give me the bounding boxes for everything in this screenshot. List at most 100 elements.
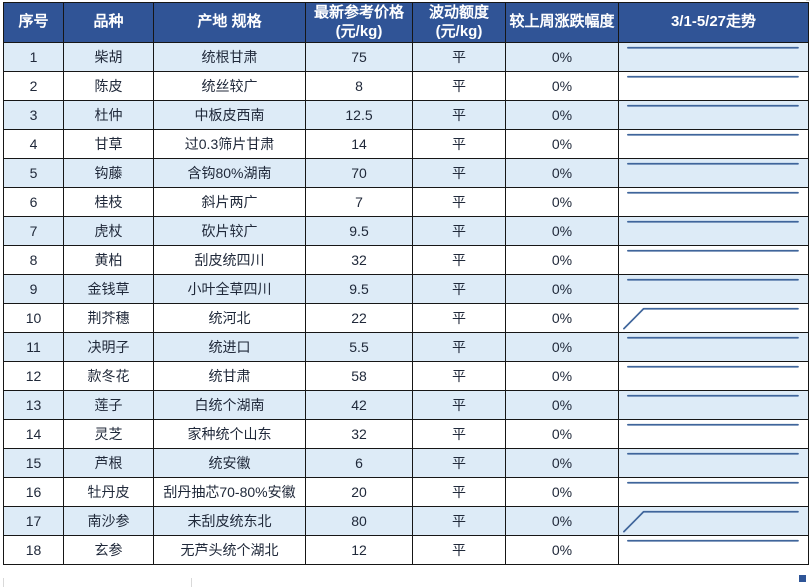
cell-variety[interactable]: 桂枝 (63, 187, 154, 217)
cell-price[interactable]: 75 (305, 42, 413, 72)
cell-origin-spec[interactable]: 统甘肃 (153, 361, 306, 391)
cell-wow-change[interactable]: 0% (505, 506, 619, 536)
cell-price[interactable]: 14 (305, 129, 413, 159)
cell-fluctuation[interactable]: 平 (412, 216, 506, 246)
cell-trend[interactable] (618, 187, 809, 217)
fill-handle[interactable] (798, 574, 806, 582)
cell-origin-spec[interactable]: 砍片较广 (153, 216, 306, 246)
cell-wow-change[interactable]: 0% (505, 71, 619, 101)
cell-wow-change[interactable]: 0% (505, 129, 619, 159)
cell-variety[interactable]: 决明子 (63, 332, 154, 362)
col-header-origin-spec[interactable]: 产地 规格 (153, 2, 306, 43)
cell-origin-spec[interactable]: 统丝较广 (153, 71, 306, 101)
cell-fluctuation[interactable]: 平 (412, 361, 506, 391)
cell-price[interactable]: 12 (305, 535, 413, 565)
cell-fluctuation[interactable]: 平 (412, 245, 506, 275)
cell-variety[interactable]: 黄柏 (63, 245, 154, 275)
cell-origin-spec[interactable]: 刮丹抽芯70-80%安徽 (153, 477, 306, 507)
cell-no[interactable]: 4 (3, 129, 64, 159)
cell-trend[interactable] (618, 158, 809, 188)
col-header-trend[interactable]: 3/1-5/27走势 (618, 2, 809, 43)
cell-trend[interactable] (618, 274, 809, 304)
cell-fluctuation[interactable]: 平 (412, 71, 506, 101)
cell-origin-spec[interactable]: 家种统个山东 (153, 419, 306, 449)
cell-origin-spec[interactable]: 统河北 (153, 303, 306, 333)
cell-wow-change[interactable]: 0% (505, 158, 619, 188)
cell-variety[interactable]: 荆芥穗 (63, 303, 154, 333)
cell-trend[interactable] (618, 332, 809, 362)
cell-variety[interactable]: 杜仲 (63, 100, 154, 130)
cell-no[interactable]: 9 (3, 274, 64, 304)
cell-trend[interactable] (618, 419, 809, 449)
cell-trend[interactable] (618, 71, 809, 101)
cell-wow-change[interactable]: 0% (505, 477, 619, 507)
cell-variety[interactable]: 玄参 (63, 535, 154, 565)
cell-fluctuation[interactable]: 平 (412, 448, 506, 478)
cell-fluctuation[interactable]: 平 (412, 506, 506, 536)
cell-price[interactable]: 22 (305, 303, 413, 333)
cell-origin-spec[interactable]: 统进口 (153, 332, 306, 362)
cell-no[interactable]: 11 (3, 332, 64, 362)
cell-wow-change[interactable]: 0% (505, 100, 619, 130)
cell-variety[interactable]: 钩藤 (63, 158, 154, 188)
cell-fluctuation[interactable]: 平 (412, 187, 506, 217)
cell-fluctuation[interactable]: 平 (412, 332, 506, 362)
cell-fluctuation[interactable]: 平 (412, 535, 506, 565)
cell-variety[interactable]: 芦根 (63, 448, 154, 478)
cell-trend[interactable] (618, 100, 809, 130)
cell-fluctuation[interactable]: 平 (412, 390, 506, 420)
cell-origin-spec[interactable]: 过0.3筛片甘肃 (153, 129, 306, 159)
cell-wow-change[interactable]: 0% (505, 274, 619, 304)
cell-no[interactable]: 3 (3, 100, 64, 130)
cell-price[interactable]: 20 (305, 477, 413, 507)
cell-fluctuation[interactable]: 平 (412, 129, 506, 159)
cell-variety[interactable]: 牡丹皮 (63, 477, 154, 507)
cell-trend[interactable] (618, 42, 809, 72)
cell-variety[interactable]: 灵芝 (63, 419, 154, 449)
cell-price[interactable]: 12.5 (305, 100, 413, 130)
cell-fluctuation[interactable]: 平 (412, 158, 506, 188)
cell-price[interactable]: 8 (305, 71, 413, 101)
cell-origin-spec[interactable]: 无芦头统个湖北 (153, 535, 306, 565)
col-header-variety[interactable]: 品种 (63, 2, 154, 43)
cell-trend[interactable] (618, 506, 809, 536)
col-header-no[interactable]: 序号 (3, 2, 64, 43)
cell-wow-change[interactable]: 0% (505, 419, 619, 449)
cell-price[interactable]: 42 (305, 390, 413, 420)
cell-wow-change[interactable]: 0% (505, 332, 619, 362)
cell-no[interactable]: 6 (3, 187, 64, 217)
cell-price[interactable]: 5.5 (305, 332, 413, 362)
cell-fluctuation[interactable]: 平 (412, 419, 506, 449)
cell-wow-change[interactable]: 0% (505, 245, 619, 275)
cell-fluctuation[interactable]: 平 (412, 100, 506, 130)
cell-price[interactable]: 80 (305, 506, 413, 536)
cell-variety[interactable]: 陈皮 (63, 71, 154, 101)
cell-wow-change[interactable]: 0% (505, 303, 619, 333)
cell-variety[interactable]: 柴胡 (63, 42, 154, 72)
cell-no[interactable]: 2 (3, 71, 64, 101)
cell-trend[interactable] (618, 477, 809, 507)
cell-wow-change[interactable]: 0% (505, 42, 619, 72)
cell-origin-spec[interactable]: 统安徽 (153, 448, 306, 478)
cell-trend[interactable] (618, 535, 809, 565)
cell-origin-spec[interactable]: 白统个湖南 (153, 390, 306, 420)
cell-variety[interactable]: 款冬花 (63, 361, 154, 391)
col-header-price[interactable]: 最新参考价格 (元/kg) (305, 2, 413, 43)
cell-price[interactable]: 9.5 (305, 216, 413, 246)
cell-trend[interactable] (618, 245, 809, 275)
cell-no[interactable]: 7 (3, 216, 64, 246)
cell-no[interactable]: 18 (3, 535, 64, 565)
cell-origin-spec[interactable]: 斜片两广 (153, 187, 306, 217)
cell-variety[interactable]: 莲子 (63, 390, 154, 420)
cell-wow-change[interactable]: 0% (505, 187, 619, 217)
cell-no[interactable]: 13 (3, 390, 64, 420)
cell-fluctuation[interactable]: 平 (412, 303, 506, 333)
cell-fluctuation[interactable]: 平 (412, 42, 506, 72)
cell-price[interactable]: 9.5 (305, 274, 413, 304)
cell-wow-change[interactable]: 0% (505, 535, 619, 565)
cell-origin-spec[interactable]: 未刮皮统东北 (153, 506, 306, 536)
cell-origin-spec[interactable]: 中板皮西南 (153, 100, 306, 130)
cell-trend[interactable] (618, 361, 809, 391)
cell-no[interactable]: 14 (3, 419, 64, 449)
col-header-wow-change[interactable]: 较上周涨跌幅度 (505, 2, 619, 43)
